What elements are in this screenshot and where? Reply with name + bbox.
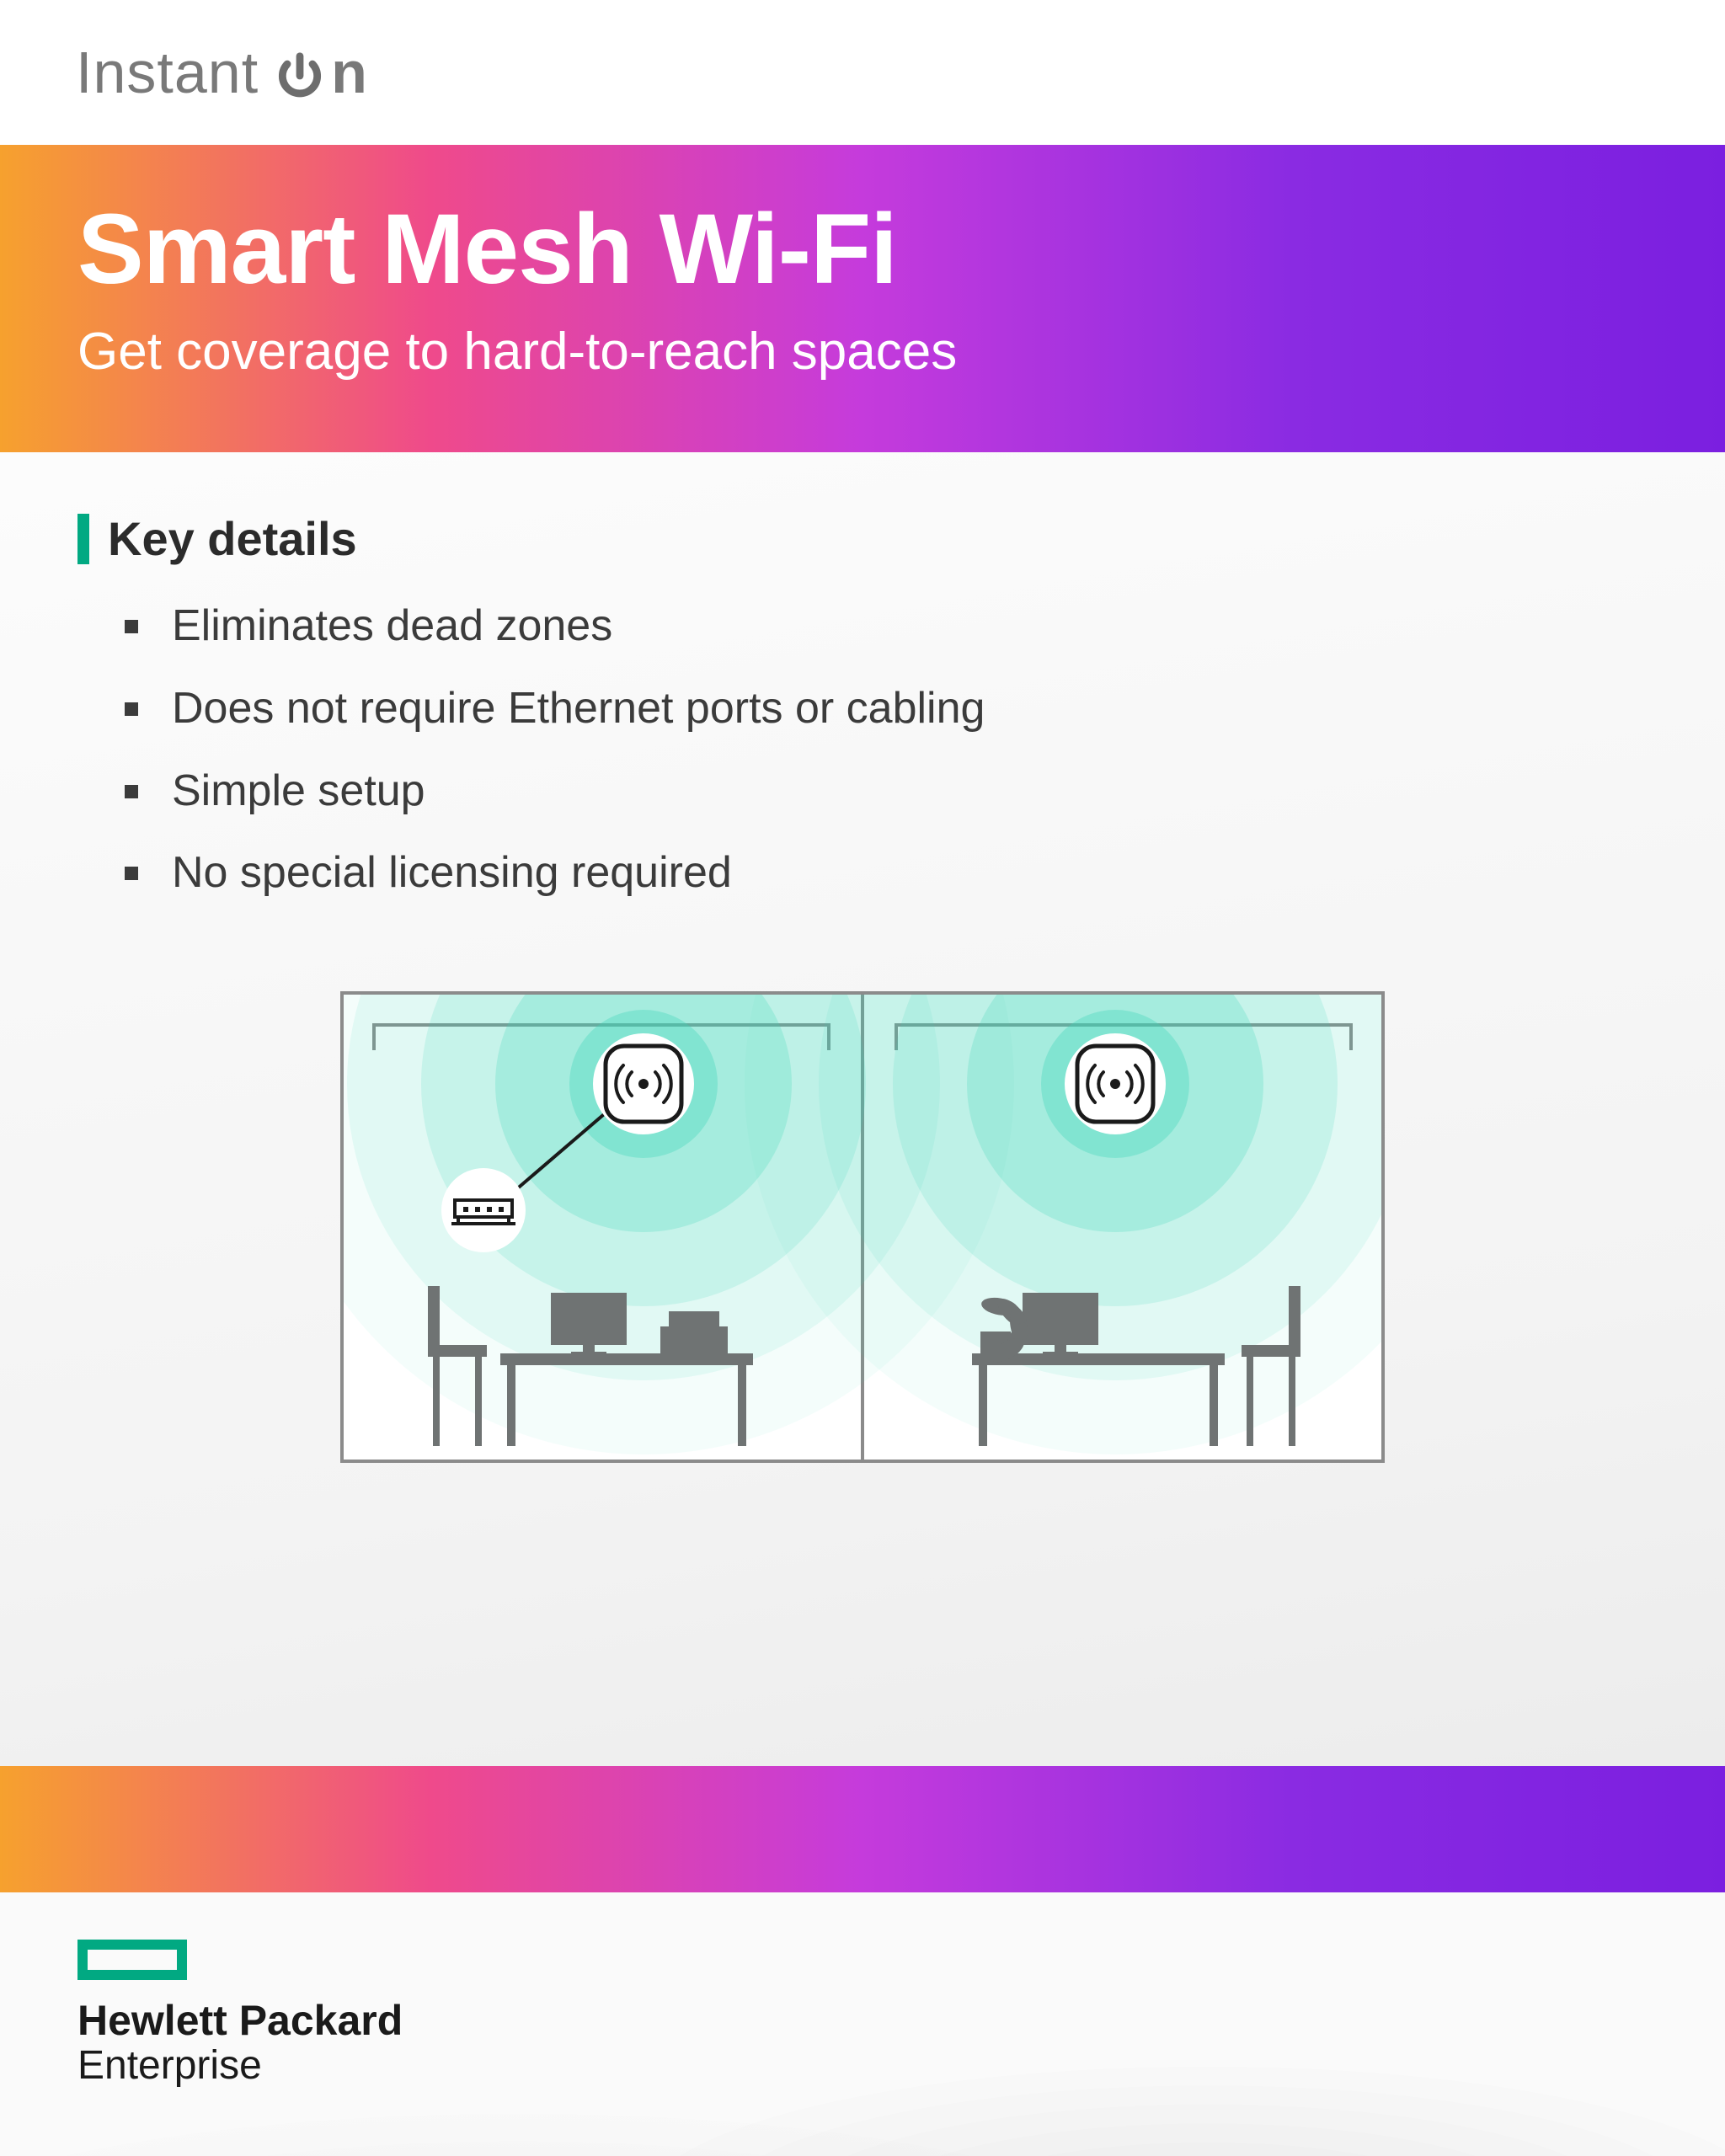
footer-gradient-band — [0, 1766, 1725, 1892]
key-detail-item: Simple setup — [125, 766, 1648, 817]
hpe-name: Hewlett Packard Enterprise — [77, 1999, 1648, 2089]
brand-name: Instant — [76, 39, 259, 106]
content-area: Key details Eliminates dead zones Does no… — [0, 452, 1725, 1766]
key-detail-item: Does not require Ethernet ports or cabli… — [125, 684, 1648, 734]
hero-subtitle: Get coverage to hard-to-reach spaces — [77, 322, 1648, 382]
brand-on: n — [274, 39, 368, 106]
hero-title: Smart Mesh Wi-Fi — [77, 192, 1648, 307]
hpe-line1: Hewlett Packard — [77, 1999, 1648, 2043]
hpe-line2: Enterprise — [77, 2042, 1648, 2089]
accent-bar — [77, 514, 89, 564]
diagram-wrap — [77, 991, 1648, 1463]
brand-suffix: n — [331, 39, 368, 106]
key-details-list: Eliminates dead zones Does not require Et… — [77, 601, 1648, 899]
brand-bar: Instant n — [0, 0, 1725, 145]
key-detail-item: Eliminates dead zones — [125, 601, 1648, 652]
hpe-logo-icon — [77, 1940, 187, 1980]
mesh-diagram — [340, 991, 1385, 1463]
key-detail-item: No special licensing required — [125, 848, 1648, 899]
hero-banner: Smart Mesh Wi-Fi Get coverage to hard-to… — [0, 145, 1725, 452]
power-icon — [274, 50, 326, 102]
footer: Hewlett Packard Enterprise — [0, 1892, 1725, 2156]
key-details-heading: Key details — [77, 511, 1648, 566]
key-details-title: Key details — [108, 511, 357, 566]
page: Instant n Smart Mesh Wi-Fi Get coverage … — [0, 0, 1725, 2156]
brand: Instant n — [76, 39, 1649, 106]
